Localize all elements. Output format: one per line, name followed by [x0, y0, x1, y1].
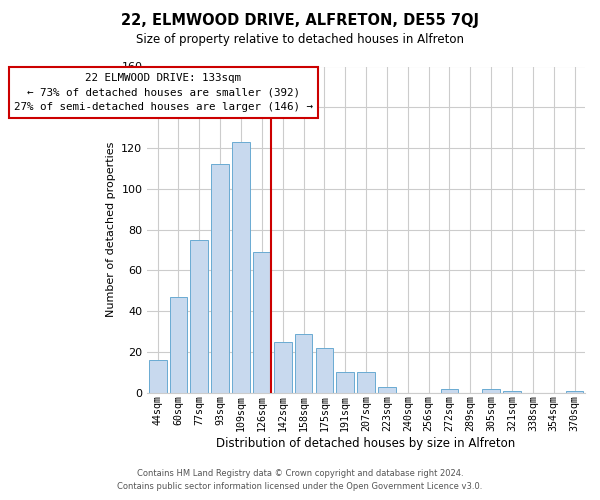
Bar [190, 240, 208, 392]
Text: 22, ELMWOOD DRIVE, ALFRETON, DE55 7QJ: 22, ELMWOOD DRIVE, ALFRETON, DE55 7QJ [121, 12, 479, 28]
Bar [440, 388, 458, 392]
Bar [503, 390, 521, 392]
Bar [211, 164, 229, 392]
Bar [316, 348, 333, 393]
Y-axis label: Number of detached properties: Number of detached properties [106, 142, 116, 318]
Text: Size of property relative to detached houses in Alfreton: Size of property relative to detached ho… [136, 32, 464, 46]
Bar [232, 142, 250, 393]
Bar [149, 360, 167, 392]
Text: Contains HM Land Registry data © Crown copyright and database right 2024.
Contai: Contains HM Land Registry data © Crown c… [118, 469, 482, 491]
Bar [378, 386, 396, 392]
Bar [566, 390, 583, 392]
Bar [482, 388, 500, 392]
Bar [253, 252, 271, 392]
Text: 22 ELMWOOD DRIVE: 133sqm
← 73% of detached houses are smaller (392)
27% of semi-: 22 ELMWOOD DRIVE: 133sqm ← 73% of detach… [14, 72, 313, 112]
Bar [337, 372, 354, 392]
Bar [357, 372, 375, 392]
Bar [295, 334, 313, 392]
X-axis label: Distribution of detached houses by size in Alfreton: Distribution of detached houses by size … [217, 437, 516, 450]
Bar [274, 342, 292, 392]
Bar [170, 297, 187, 392]
